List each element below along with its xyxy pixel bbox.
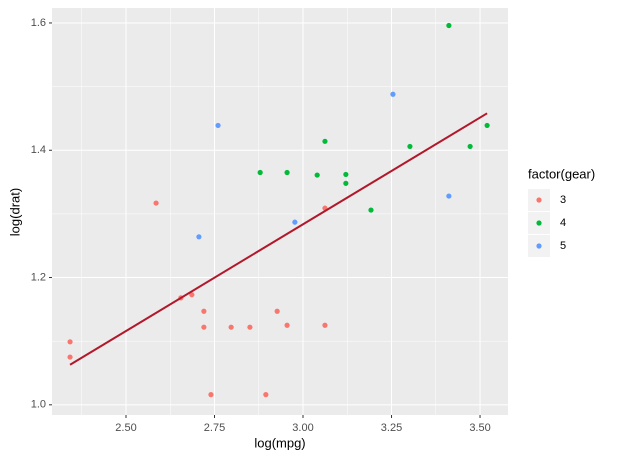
- point: [189, 292, 195, 298]
- x-axis-title: log(mpg): [254, 435, 305, 450]
- y-tick-label: 1.2: [31, 271, 46, 283]
- point: [407, 143, 413, 150]
- point: [368, 207, 374, 213]
- point: [201, 324, 207, 330]
- point: [484, 122, 490, 129]
- point: [263, 392, 269, 398]
- x-tick-label: 2.50: [115, 422, 136, 434]
- y-tick-label: 1.6: [31, 17, 46, 29]
- fit-line: [69, 112, 488, 366]
- point: [67, 339, 73, 345]
- point: [153, 200, 159, 206]
- panel: [52, 8, 508, 415]
- legend-marker: [536, 197, 542, 203]
- point: [390, 91, 396, 97]
- point: [228, 324, 234, 330]
- x-tick-label: 2.75: [204, 422, 225, 434]
- point: [215, 122, 221, 129]
- legend-marker: [536, 243, 542, 249]
- point: [201, 308, 207, 314]
- point: [274, 308, 280, 314]
- legend-label: 3: [560, 194, 566, 206]
- point: [446, 193, 452, 199]
- point: [343, 180, 349, 186]
- point: [467, 143, 473, 150]
- x-tick-label: 3.50: [469, 422, 490, 434]
- legend-marker: [536, 220, 542, 226]
- legend-label: 5: [560, 240, 566, 252]
- legend-label: 4: [560, 217, 566, 229]
- point: [67, 354, 73, 360]
- point: [208, 392, 214, 398]
- y-tick-label: 1.0: [31, 399, 46, 411]
- point: [196, 234, 202, 240]
- point: [343, 171, 349, 178]
- y-tick-label: 1.4: [31, 144, 46, 156]
- point: [322, 138, 328, 144]
- point: [446, 22, 452, 29]
- legend-title: factor(gear): [528, 166, 595, 181]
- point: [284, 169, 290, 176]
- x-tick-label: 3.00: [292, 422, 313, 434]
- point: [247, 324, 253, 330]
- point: [314, 172, 320, 178]
- point: [284, 322, 290, 328]
- y-axis-title: log(drat): [7, 188, 22, 236]
- point: [292, 219, 298, 225]
- point: [257, 169, 263, 176]
- point: [322, 322, 328, 328]
- x-tick-label: 3.25: [381, 422, 402, 434]
